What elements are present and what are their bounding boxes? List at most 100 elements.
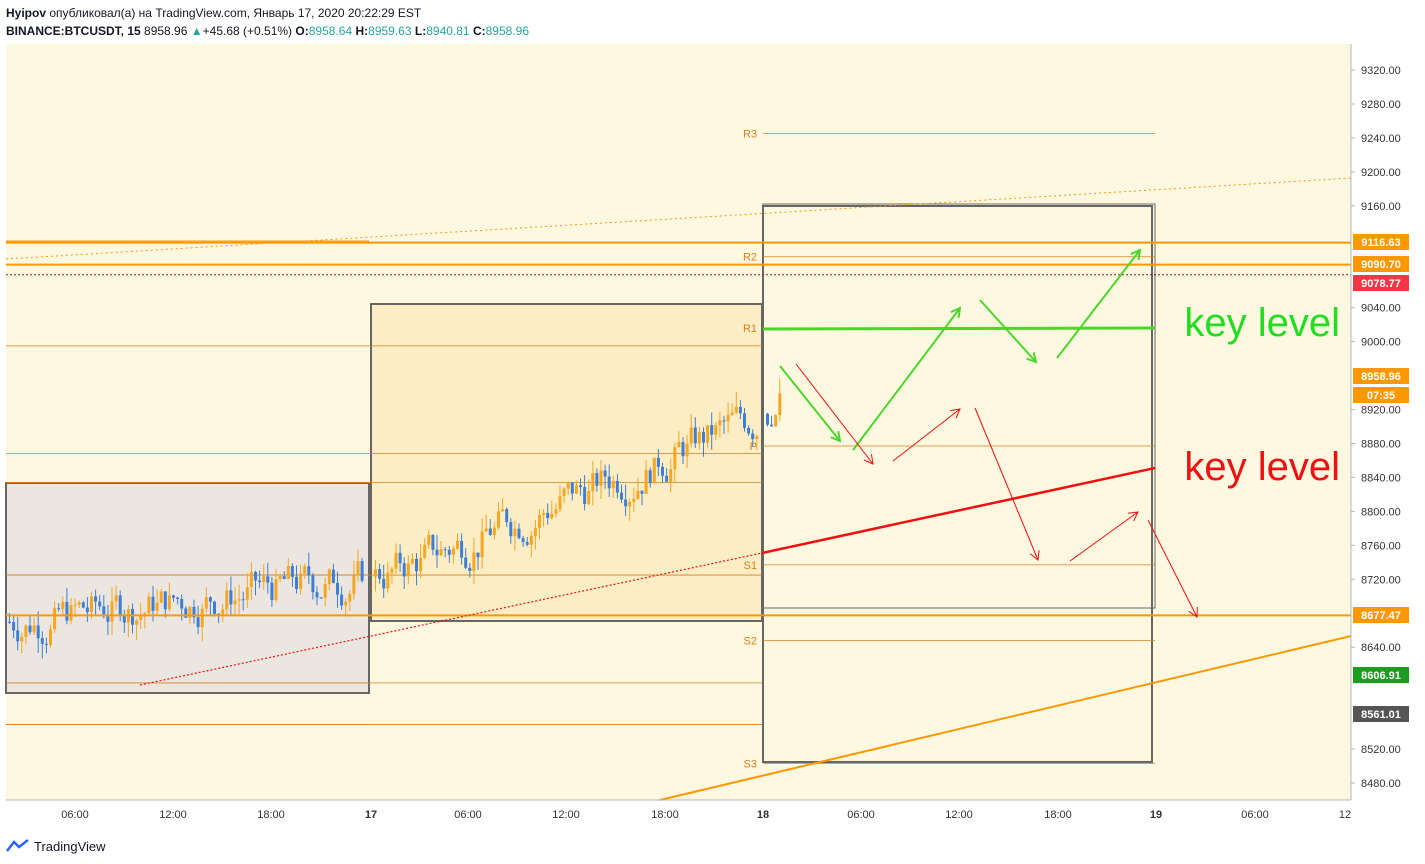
candle-body bbox=[77, 602, 81, 605]
price-tick-label: 8880.00 bbox=[1361, 438, 1401, 450]
candle-body bbox=[344, 601, 348, 606]
candle-body bbox=[323, 584, 327, 598]
candle-body bbox=[282, 576, 286, 580]
price-tag bbox=[1353, 667, 1409, 683]
candle-body bbox=[8, 621, 11, 623]
candle-body bbox=[492, 527, 496, 535]
time-tick-label: 06:00 bbox=[61, 809, 89, 821]
candle-body bbox=[192, 606, 196, 618]
price-tick-label: 8640.00 bbox=[1361, 642, 1401, 654]
high-value: 8959.63 bbox=[368, 24, 412, 38]
candle-body bbox=[147, 596, 151, 614]
candle-body bbox=[689, 427, 693, 444]
candle-body bbox=[427, 534, 431, 545]
candle-body bbox=[73, 604, 77, 606]
candle-body bbox=[587, 491, 591, 504]
candle-body bbox=[770, 424, 774, 427]
author-name[interactable]: Hyipov bbox=[6, 6, 47, 20]
candle-body bbox=[734, 406, 738, 413]
time-tick-label: 18:00 bbox=[651, 809, 679, 821]
price-tick-label: 8720.00 bbox=[1361, 574, 1401, 586]
green-key-level-line[interactable] bbox=[762, 326, 1156, 331]
range-box-day-17[interactable] bbox=[370, 303, 763, 622]
candle-body bbox=[529, 535, 533, 545]
candle-body bbox=[81, 602, 85, 608]
candle-body bbox=[497, 511, 500, 528]
pivot-label-r2: R2 bbox=[743, 252, 757, 264]
pivot-label-r1: R1 bbox=[743, 323, 757, 335]
candle-body bbox=[208, 597, 212, 602]
candle-body bbox=[525, 541, 529, 545]
candle-body bbox=[311, 575, 315, 593]
time-tick-label: 18 bbox=[757, 809, 769, 821]
projection-box[interactable] bbox=[762, 203, 1156, 609]
last-price: 8958.96 bbox=[144, 24, 188, 38]
drawings: key level key level bbox=[5, 177, 1352, 801]
green-arrow-1 bbox=[779, 365, 842, 443]
candle-body bbox=[451, 548, 455, 555]
candle-body bbox=[726, 415, 730, 422]
orange-trend-line[interactable] bbox=[659, 635, 1352, 801]
candle-body bbox=[159, 591, 163, 603]
candle-body bbox=[57, 608, 61, 610]
candle-body bbox=[352, 575, 356, 594]
up-arrow-icon: ▲ bbox=[190, 24, 203, 38]
candle-body bbox=[591, 473, 595, 492]
candle-body bbox=[106, 616, 110, 622]
price-tick-label: 9040.00 bbox=[1361, 303, 1401, 315]
candle-body bbox=[550, 513, 554, 519]
price-tag bbox=[1353, 706, 1409, 722]
candle-body bbox=[65, 601, 69, 621]
candle-body bbox=[677, 442, 681, 448]
candle-body bbox=[204, 597, 208, 609]
candle-body bbox=[574, 485, 578, 494]
price-tags: 9116.63 9090.70 9078.77 8958.96 07:35 8677.47… bbox=[1353, 234, 1409, 722]
candle-body bbox=[94, 596, 98, 602]
red-arrow-5-head bbox=[1188, 606, 1198, 618]
candle-body bbox=[348, 593, 352, 602]
candle-body bbox=[423, 544, 427, 558]
price-axis-background bbox=[1351, 44, 1425, 800]
pivot-label-s3: S3 bbox=[744, 758, 757, 770]
candle-body bbox=[151, 596, 155, 611]
pivot-label-p: P bbox=[750, 441, 757, 453]
candle-body bbox=[110, 601, 114, 622]
time-tick-label: 18:00 bbox=[257, 809, 285, 821]
green-arrow-4-path bbox=[1056, 249, 1141, 359]
candle-body bbox=[360, 561, 364, 581]
green-arrow-4-head bbox=[1130, 248, 1142, 261]
red-arrow-2-head bbox=[950, 408, 961, 419]
candle-body bbox=[730, 412, 734, 416]
time-axis: 06:00 12:00 18:00 17 06:00 12:00 18:00 18 06:00 1… bbox=[6, 799, 1351, 821]
candle-body bbox=[167, 595, 171, 610]
brand-name: TradingView bbox=[34, 838, 106, 854]
candle-body bbox=[61, 601, 65, 610]
price-tag bbox=[1353, 234, 1409, 250]
candle-body bbox=[554, 509, 558, 514]
price-tag-label: 9090.70 bbox=[1361, 259, 1401, 271]
candle-body bbox=[20, 636, 24, 642]
price-tag bbox=[1353, 368, 1409, 384]
candle-body bbox=[98, 601, 102, 607]
candle-body bbox=[122, 615, 126, 623]
tradingview-logo-icon[interactable] bbox=[6, 839, 30, 853]
symbol-label[interactable]: BINANCE:BTCUSDT, 15 bbox=[6, 24, 141, 38]
price-tag-label: 8606.91 bbox=[1361, 670, 1401, 682]
candle-body bbox=[714, 425, 718, 435]
red-arrow-4-head bbox=[1128, 511, 1139, 522]
green-arrow-2 bbox=[852, 306, 962, 451]
candle-body bbox=[603, 470, 607, 477]
range-box-day-16[interactable] bbox=[5, 482, 370, 694]
time-tick-label: 19 bbox=[1150, 809, 1162, 821]
red-key-trend-line[interactable] bbox=[761, 466, 1156, 555]
red-arrow-5 bbox=[1147, 519, 1198, 618]
time-tick-label: 12:00 bbox=[945, 809, 973, 821]
candle-body bbox=[488, 528, 492, 535]
candle-body bbox=[521, 538, 525, 542]
candle-body bbox=[611, 480, 615, 489]
candle-body bbox=[652, 457, 656, 484]
red-arrow-5-path bbox=[1147, 519, 1198, 618]
published-info: опубликовал(а) на TradingView.com, Январ… bbox=[49, 6, 422, 20]
candle-body bbox=[751, 433, 755, 440]
